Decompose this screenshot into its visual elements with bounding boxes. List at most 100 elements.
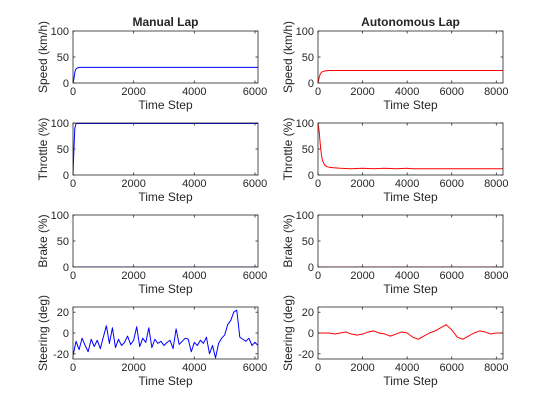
y-axis-label: Speed (km/h) bbox=[281, 21, 295, 93]
x-tick-label: 6000 bbox=[439, 86, 463, 98]
y-tick-label: 50 bbox=[57, 52, 69, 64]
y-axis-label: Steering (deg) bbox=[36, 295, 50, 371]
y-tick-label: 0 bbox=[63, 78, 69, 90]
x-tick-label: 0 bbox=[70, 270, 76, 282]
subplot-1: 0 2000 4000 6000 0 50 100 Time Step Speed (km/h)… bbox=[36, 15, 267, 112]
plot-area bbox=[73, 31, 258, 83]
x-tick-label: 2000 bbox=[121, 362, 145, 374]
x-tick-label: 4000 bbox=[395, 362, 419, 374]
y-axis-label: Brake (%) bbox=[36, 214, 50, 267]
x-tick-label: 2000 bbox=[121, 178, 145, 190]
x-tick-label: 4000 bbox=[395, 270, 419, 282]
plot-area bbox=[73, 123, 258, 175]
x-axis-label: Time Step bbox=[138, 374, 193, 388]
y-axis-label: Speed (km/h) bbox=[36, 21, 50, 93]
x-axis-label: Time Step bbox=[383, 374, 438, 388]
plot-area bbox=[73, 215, 258, 267]
x-tick-label: 6000 bbox=[243, 178, 267, 190]
y-tick-label: 50 bbox=[57, 236, 69, 248]
y-tick-label: 50 bbox=[302, 52, 314, 64]
y-tick-label: 50 bbox=[302, 236, 314, 248]
y-tick-label: 50 bbox=[302, 144, 314, 156]
plot-area bbox=[73, 307, 258, 359]
y-tick-label: 0 bbox=[308, 262, 314, 274]
x-tick-label: 0 bbox=[70, 362, 76, 374]
subplot-5: 0 2000 4000 6000 0 50 100 Time Step Brake (%) bbox=[36, 210, 267, 296]
x-tick-label: 0 bbox=[70, 86, 76, 98]
x-tick-label: 0 bbox=[315, 86, 321, 98]
series-line-1 bbox=[318, 70, 503, 83]
x-tick-label: 6000 bbox=[439, 270, 463, 282]
y-tick-label: 0 bbox=[63, 262, 69, 274]
y-tick-label: -20 bbox=[53, 349, 69, 361]
x-tick-label: 6000 bbox=[439, 362, 463, 374]
x-axis-label: Time Step bbox=[138, 190, 193, 204]
subplot-title: Autonomous Lap bbox=[361, 15, 460, 29]
x-tick-label: 2000 bbox=[350, 86, 374, 98]
x-tick-label: 4000 bbox=[182, 270, 206, 282]
y-tick-label: 0 bbox=[308, 170, 314, 182]
y-tick-label: 100 bbox=[296, 26, 314, 38]
plot-area bbox=[318, 215, 503, 267]
x-tick-label: 6000 bbox=[243, 86, 267, 98]
y-tick-label: 100 bbox=[296, 118, 314, 130]
y-tick-label: 0 bbox=[308, 328, 314, 340]
y-tick-label: 20 bbox=[302, 307, 314, 319]
x-tick-label: 2000 bbox=[350, 270, 374, 282]
x-tick-label: 6000 bbox=[243, 270, 267, 282]
x-tick-label: 4000 bbox=[395, 178, 419, 190]
x-axis-label: Time Step bbox=[383, 190, 438, 204]
subplot-title: Manual Lap bbox=[132, 15, 198, 29]
x-tick-label: 0 bbox=[315, 178, 321, 190]
y-tick-label: 20 bbox=[57, 307, 69, 319]
series-line-1 bbox=[318, 324, 503, 340]
x-tick-label: 4000 bbox=[182, 362, 206, 374]
series-line-1 bbox=[73, 309, 258, 359]
x-tick-label: 4000 bbox=[182, 178, 206, 190]
series-line-1 bbox=[318, 123, 503, 170]
x-tick-label: 6000 bbox=[243, 362, 267, 374]
x-axis-label: Time Step bbox=[383, 98, 438, 112]
x-tick-label: 0 bbox=[70, 178, 76, 190]
y-tick-label: 0 bbox=[63, 170, 69, 182]
y-axis-label: Brake (%) bbox=[281, 214, 295, 267]
y-tick-label: 100 bbox=[296, 210, 314, 222]
plot-area bbox=[318, 123, 503, 175]
subplot-2: 0 2000 4000 6000 8000 0 50 100 Time Step Speed (k… bbox=[281, 15, 509, 112]
subplot-4: 0 2000 4000 6000 8000 0 50 100 Time Step Throttle… bbox=[281, 118, 509, 204]
x-tick-label: 2000 bbox=[121, 270, 145, 282]
y-tick-label: -20 bbox=[298, 349, 314, 361]
x-tick-label: 6000 bbox=[439, 178, 463, 190]
x-tick-label: 8000 bbox=[484, 178, 508, 190]
x-tick-label: 8000 bbox=[484, 362, 508, 374]
subplot-6: 0 2000 4000 6000 8000 0 50 100 Time Step Brake (%… bbox=[281, 210, 509, 296]
x-tick-label: 0 bbox=[315, 362, 321, 374]
x-tick-label: 8000 bbox=[484, 86, 508, 98]
y-tick-label: 50 bbox=[57, 144, 69, 156]
y-tick-label: 100 bbox=[51, 210, 69, 222]
subplot-3: 0 2000 4000 6000 0 50 100 Time Step Throttle (%) bbox=[36, 118, 267, 204]
series-line-1 bbox=[73, 66, 258, 83]
y-axis-label: Throttle (%) bbox=[281, 118, 295, 181]
x-tick-label: 0 bbox=[315, 270, 321, 282]
x-tick-label: 2000 bbox=[350, 362, 374, 374]
x-tick-label: 2000 bbox=[350, 178, 374, 190]
x-tick-label: 4000 bbox=[182, 86, 206, 98]
y-axis-label: Throttle (%) bbox=[36, 118, 50, 181]
x-axis-label: Time Step bbox=[138, 98, 193, 112]
x-axis-label: Time Step bbox=[383, 282, 438, 296]
y-tick-label: 0 bbox=[63, 328, 69, 340]
series-line-1 bbox=[73, 123, 258, 175]
x-tick-label: 4000 bbox=[395, 86, 419, 98]
y-axis-label: Steering (deg) bbox=[281, 295, 295, 371]
x-tick-label: 8000 bbox=[484, 270, 508, 282]
x-tick-label: 2000 bbox=[121, 86, 145, 98]
y-tick-label: 0 bbox=[308, 78, 314, 90]
plot-area bbox=[318, 31, 503, 83]
y-tick-label: 100 bbox=[51, 118, 69, 130]
x-axis-label: Time Step bbox=[138, 282, 193, 296]
y-tick-label: 100 bbox=[51, 26, 69, 38]
